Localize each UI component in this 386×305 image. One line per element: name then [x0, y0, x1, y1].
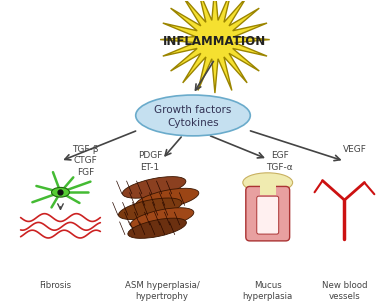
Ellipse shape: [122, 177, 186, 198]
Ellipse shape: [119, 198, 182, 220]
Text: Fibrosis: Fibrosis: [39, 281, 71, 290]
Ellipse shape: [135, 188, 199, 210]
Polygon shape: [160, 0, 270, 93]
Ellipse shape: [136, 95, 250, 136]
Text: TGF-β
CTGF
FGF: TGF-β CTGF FGF: [72, 145, 99, 177]
FancyBboxPatch shape: [260, 185, 276, 195]
Text: VEGF: VEGF: [342, 145, 366, 154]
Ellipse shape: [243, 173, 293, 192]
FancyBboxPatch shape: [257, 196, 279, 234]
Text: EGF
TGF-α: EGF TGF-α: [266, 151, 293, 172]
Text: INFLAMMATION: INFLAMMATION: [163, 35, 267, 48]
Ellipse shape: [51, 187, 69, 197]
Text: Growth factors
Cytokines: Growth factors Cytokines: [154, 105, 232, 128]
Ellipse shape: [128, 218, 186, 239]
Text: ASM hyperplasia/
hypertrophy: ASM hyperplasia/ hypertrophy: [125, 281, 200, 301]
Text: PDGF
ET-1: PDGF ET-1: [138, 151, 163, 172]
Text: Mucus
hyperplasia: Mucus hyperplasia: [243, 281, 293, 301]
FancyBboxPatch shape: [246, 186, 290, 241]
Text: New blood
vessels: New blood vessels: [322, 281, 367, 301]
Ellipse shape: [130, 208, 194, 229]
